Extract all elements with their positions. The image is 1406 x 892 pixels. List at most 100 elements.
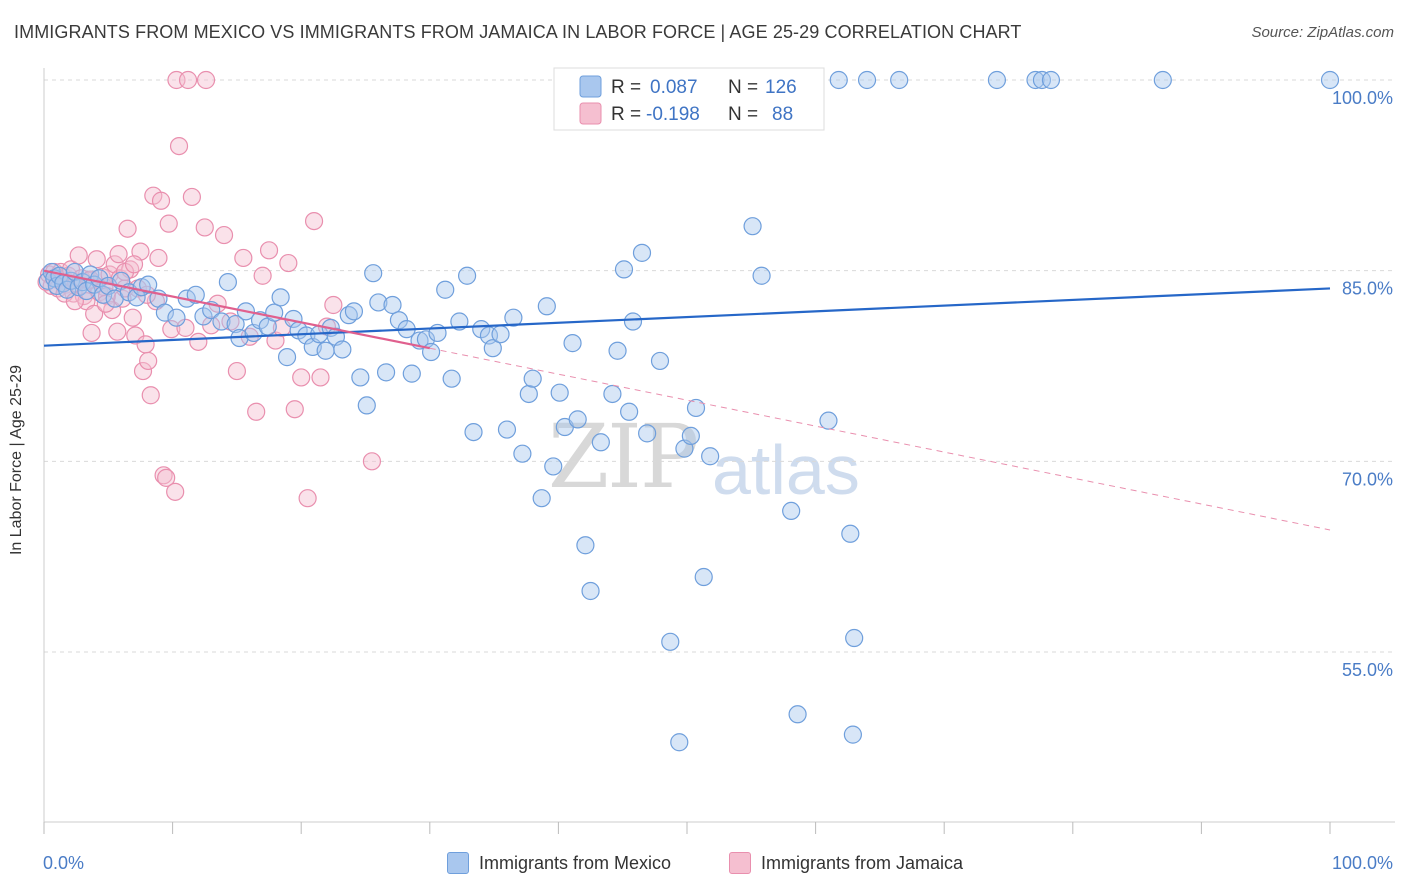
legend-mexico-n-value: 126 [765, 77, 797, 98]
mexico-point-100 [681, 426, 700, 446]
mexico-point-81 [544, 457, 563, 476]
mexico-point-91 [614, 260, 634, 279]
y-tick-label-1: 70.0% [1342, 469, 1393, 489]
y-tick-label-0: 55.0% [1342, 660, 1393, 680]
mexico-point-73 [491, 325, 510, 344]
jamaica-point-75 [324, 295, 343, 315]
x-tick-label-0: 0.0% [43, 853, 84, 873]
mexico-point-84 [563, 334, 582, 353]
y-tick-label-3: 100.0% [1332, 88, 1393, 108]
jamaica-point-45 [151, 191, 171, 210]
jamaica-point-13 [69, 246, 88, 265]
jamaica-point-34 [123, 308, 142, 327]
mexico-point-22 [139, 275, 158, 294]
mexico-point-93 [623, 312, 643, 331]
jamaica-point-77 [178, 70, 198, 90]
source-label: Source: ZipAtlas.com [1251, 24, 1394, 41]
mexico-point-57 [383, 295, 402, 315]
mexico-point-98 [670, 733, 689, 752]
mexico-point-92 [620, 402, 639, 421]
mexico-point-40 [277, 348, 297, 367]
mexico-point-111 [845, 628, 864, 648]
mexico-point-96 [650, 351, 670, 371]
mexico-point-66 [442, 369, 461, 388]
legend-jamaica-r-label: R = [611, 104, 641, 125]
chart-title: IMMIGRANTS FROM MEXICO VS IMMIGRANTS FRO… [14, 22, 1022, 42]
mexico-point-125 [1320, 70, 1340, 90]
legend-mexico-r-label: R = [611, 77, 641, 98]
jamaica-point-18 [82, 323, 101, 343]
jamaica-point-41 [141, 386, 160, 405]
legend-jamaica-r-value: -0.198 [646, 104, 700, 125]
legend-item-mexico[interactable]: Immigrants from Mexico [447, 852, 671, 874]
mexico-point-65 [436, 280, 455, 299]
jamaica-point-19 [85, 304, 104, 323]
mexico-point-52 [351, 368, 370, 387]
mexico-point-56 [376, 363, 396, 382]
mexico-point-63 [421, 342, 441, 362]
jamaica-trend-line [43, 269, 431, 350]
jamaica-point-38 [133, 361, 153, 381]
jamaica-point-54 [189, 332, 208, 351]
mexico-trend-line [43, 287, 1331, 347]
mexico-point-87 [581, 581, 600, 601]
jamaica-point-40 [139, 351, 158, 371]
mexico-point-124 [1153, 70, 1172, 90]
mexico-point-103 [701, 447, 720, 466]
watermark-zip: ZIP [548, 405, 699, 508]
jamaica-point-20 [87, 250, 106, 269]
mexico-point-15 [94, 285, 113, 304]
mexico-point-51 [344, 302, 364, 321]
legend-label-mexico: Immigrants from Mexico [479, 852, 672, 873]
mexico-point-123 [1041, 70, 1061, 90]
jamaica-point-69 [285, 400, 304, 419]
mexico-point-119 [890, 70, 909, 90]
jamaica-point-44 [149, 248, 168, 268]
jamaica-point-52 [176, 318, 195, 337]
mexico-points [38, 70, 1340, 752]
watermark-atlas: atlas [712, 431, 860, 509]
mexico-point-88 [591, 433, 610, 452]
jamaica-point-49 [162, 320, 181, 339]
mexico-point-49 [333, 340, 352, 359]
jamaica-point-63 [247, 402, 266, 421]
mexico-point-121 [1026, 70, 1045, 90]
mexico-point-89 [603, 384, 622, 404]
mexico-point-90 [608, 341, 627, 360]
mexico-point-79 [532, 489, 551, 508]
mexico-point-120 [987, 70, 1007, 90]
jamaica-point-47 [157, 468, 176, 487]
x-tick-label-1: 100.0% [1332, 853, 1393, 873]
mexico-point-69 [464, 422, 483, 442]
mexico-point-85 [568, 410, 587, 429]
mexico-point-108 [819, 411, 838, 430]
mexico-point-75 [504, 308, 523, 327]
correlation-legend: R = 0.087 N = 126 R = -0.198 N = 88 [553, 67, 825, 131]
mexico-point-76 [513, 444, 532, 463]
legend-mexico-n-label: N = [728, 77, 758, 98]
jamaica-point-55 [195, 218, 214, 237]
mexico-point-55 [369, 293, 388, 312]
mexico-point-68 [457, 266, 477, 285]
legend-swatch-mexico-bottom [447, 852, 469, 874]
mexico-point-97 [661, 632, 680, 651]
legend-mexico-r-value: 0.087 [650, 77, 698, 98]
mexico-point-30 [212, 312, 231, 331]
jamaica-point-64 [253, 266, 272, 285]
trend-lines [43, 269, 1331, 531]
jamaica-point-48 [159, 214, 178, 233]
jamaica-point-51 [169, 136, 189, 156]
mexico-point-25 [167, 308, 186, 327]
legend-jamaica-n-value: 88 [772, 104, 793, 125]
mexico-point-95 [638, 424, 657, 443]
mexico-point-67 [450, 312, 469, 331]
mexico-point-118 [857, 70, 877, 90]
jamaica-point-39 [136, 335, 155, 354]
jamaica-point-28 [108, 322, 127, 341]
axes [43, 68, 1395, 834]
legend-item-jamaica[interactable]: Immigrants from Jamaica [729, 852, 963, 874]
legend-swatch-jamaica [579, 102, 602, 125]
mexico-point-77 [519, 384, 538, 404]
y-tick-label-2: 85.0% [1342, 279, 1393, 299]
jamaica-point-70 [292, 368, 311, 387]
